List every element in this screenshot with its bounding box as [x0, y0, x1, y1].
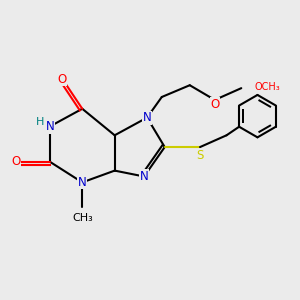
- Text: N: N: [46, 120, 54, 133]
- Text: S: S: [196, 149, 204, 162]
- Text: OCH₃: OCH₃: [254, 82, 280, 92]
- Text: N: N: [143, 111, 152, 124]
- Text: O: O: [57, 73, 66, 86]
- Text: N: N: [140, 170, 148, 183]
- Text: N: N: [78, 176, 87, 189]
- Text: CH₃: CH₃: [72, 213, 93, 223]
- Text: O: O: [11, 155, 21, 168]
- Text: O: O: [210, 98, 219, 111]
- Text: H: H: [35, 117, 44, 127]
